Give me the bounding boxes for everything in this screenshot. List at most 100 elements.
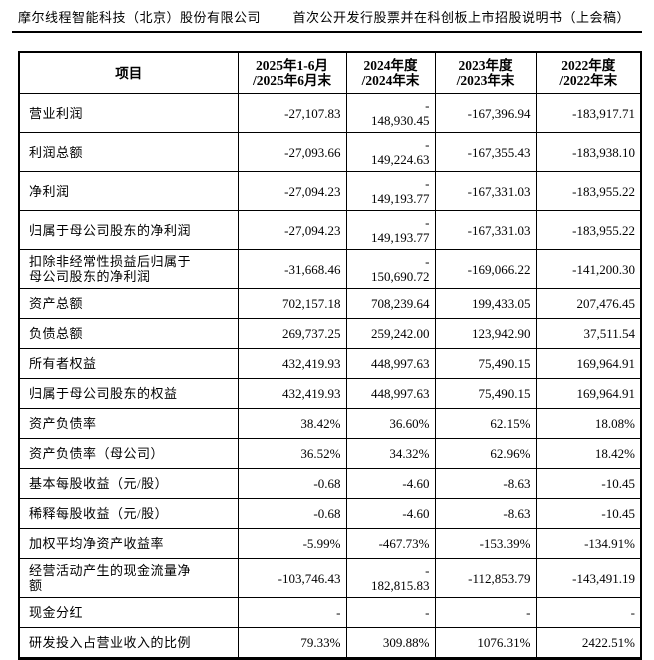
cell-2023: 75,490.15 [434, 378, 537, 409]
header-divider [12, 31, 642, 33]
table-row: 基本每股收益（元/股） -0.68 -4.60 -8.63 -10.45 [18, 468, 642, 499]
cell-2022: 18.08% [535, 408, 642, 439]
row-label: 稀释每股收益（元/股） [18, 498, 239, 529]
cell-2025h1: -103,746.43 [237, 558, 347, 598]
cell-2025h1: - [237, 597, 347, 628]
row-label: 资产负债率 [18, 408, 239, 439]
cell-2024: 36.60% [345, 408, 436, 439]
row-label: 现金分红 [18, 597, 239, 628]
table-row: 利润总额 -27,093.66 - 149,224.63 -167,355.43… [18, 132, 642, 172]
cell-2023: 199,433.05 [434, 288, 537, 319]
cell-2025h1: -27,093.66 [237, 132, 347, 172]
row-label: 负债总额 [18, 318, 239, 349]
cell-2024: - 149,193.77 [345, 210, 436, 250]
cell-2023: 123,942.90 [434, 318, 537, 349]
row-label: 所有者权益 [18, 348, 239, 379]
cell-2024: 309.88% [345, 627, 436, 659]
cell-2022: 169,964.91 [535, 348, 642, 379]
cell-2023: -167,331.03 [434, 171, 537, 211]
cell-2023: 1076.31% [434, 627, 537, 659]
cell-2023: -167,396.94 [434, 93, 537, 133]
cell-2024: 34.32% [345, 438, 436, 469]
cell-2022: - [535, 597, 642, 628]
cell-2024: -467.73% [345, 528, 436, 559]
cell-2024: 259,242.00 [345, 318, 436, 349]
cell-2022: -10.45 [535, 468, 642, 499]
table-row: 营业利润 -27,107.83 - 148,930.45 -167,396.94… [18, 93, 642, 133]
col-header-item: 项目 [18, 51, 239, 94]
cell-2024: - 149,193.77 [345, 171, 436, 211]
cell-2022: -134.91% [535, 528, 642, 559]
cell-2025h1: -27,094.23 [237, 171, 347, 211]
cell-2023: -8.63 [434, 468, 537, 499]
row-label: 归属于母公司股东的权益 [18, 378, 239, 409]
cell-2022: -183,938.10 [535, 132, 642, 172]
cell-2025h1: 432,419.93 [237, 348, 347, 379]
cell-2025h1: 432,419.93 [237, 378, 347, 409]
row-label: 资产总额 [18, 288, 239, 319]
cell-2023: -153.39% [434, 528, 537, 559]
cell-2023: 62.15% [434, 408, 537, 439]
table-row: 研发投入占营业收入的比例 79.33% 309.88% 1076.31% 242… [18, 627, 642, 659]
company-name: 摩尔线程智能科技（北京）股份有限公司 [18, 10, 262, 25]
table-row: 稀释每股收益（元/股） -0.68 -4.60 -8.63 -10.45 [18, 498, 642, 529]
cell-2023: -112,853.79 [434, 558, 537, 598]
col-header-2023: 2023年度 /2023年末 [434, 51, 537, 94]
cell-2023: 62.96% [434, 438, 537, 469]
cell-2025h1: 36.52% [237, 438, 347, 469]
doc-title: 首次公开发行股票并在科创板上市招股说明书（上会稿） [292, 10, 630, 25]
row-label: 归属于母公司股东的净利润 [18, 210, 239, 250]
cell-2023: 75,490.15 [434, 348, 537, 379]
col-header-2025h1: 2025年1-6月 /2025年6月末 [237, 51, 347, 94]
table-row: 归属于母公司股东的权益 432,419.93 448,997.63 75,490… [18, 378, 642, 409]
cell-2022: -183,917.71 [535, 93, 642, 133]
table-row: 加权平均净资产收益率 -5.99% -467.73% -153.39% -134… [18, 528, 642, 559]
cell-2024: 448,997.63 [345, 378, 436, 409]
cell-2025h1: -27,094.23 [237, 210, 347, 250]
table-row: 归属于母公司股东的净利润 -27,094.23 - 149,193.77 -16… [18, 210, 642, 250]
table-row: 所有者权益 432,419.93 448,997.63 75,490.15 16… [18, 348, 642, 379]
cell-2023: -167,355.43 [434, 132, 537, 172]
cell-2023: -169,066.22 [434, 249, 537, 289]
cell-2024: -4.60 [345, 468, 436, 499]
row-label: 经营活动产生的现金流量净 额 [18, 558, 239, 598]
financial-summary-table: 项目 2025年1-6月 /2025年6月末 2024年度 /2024年末 20… [18, 51, 642, 660]
cell-2025h1: -0.68 [237, 498, 347, 529]
cell-2022: -143,491.19 [535, 558, 642, 598]
cell-2022: -183,955.22 [535, 210, 642, 250]
cell-2025h1: 79.33% [237, 627, 347, 659]
cell-2025h1: -5.99% [237, 528, 347, 559]
table-row: 扣除非经常性损益后归属于 母公司股东的净利润 -31,668.46 - 150,… [18, 249, 642, 289]
table-row: 资产负债率 38.42% 36.60% 62.15% 18.08% [18, 408, 642, 439]
cell-2023: - [434, 597, 537, 628]
row-label: 加权平均净资产收益率 [18, 528, 239, 559]
row-label: 基本每股收益（元/股） [18, 468, 239, 499]
cell-2025h1: 38.42% [237, 408, 347, 439]
table-row: 负债总额 269,737.25 259,242.00 123,942.90 37… [18, 318, 642, 349]
cell-2024: - 148,930.45 [345, 93, 436, 133]
row-label: 资产负债率（母公司） [18, 438, 239, 469]
page-header: 摩尔线程智能科技（北京）股份有限公司 首次公开发行股票并在科创板上市招股说明书（… [0, 0, 654, 26]
cell-2024: - 150,690.72 [345, 249, 436, 289]
cell-2022: -141,200.30 [535, 249, 642, 289]
cell-2024: 448,997.63 [345, 348, 436, 379]
table-row: 经营活动产生的现金流量净 额 -103,746.43 - 182,815.83 … [18, 558, 642, 598]
row-label: 研发投入占营业收入的比例 [18, 627, 239, 659]
cell-2024: - 182,815.83 [345, 558, 436, 598]
table-row: 现金分红 - - - - [18, 597, 642, 628]
cell-2022: 169,964.91 [535, 378, 642, 409]
row-label: 净利润 [18, 171, 239, 211]
cell-2022: -183,955.22 [535, 171, 642, 211]
cell-2022: 2422.51% [535, 627, 642, 659]
row-label: 扣除非经常性损益后归属于 母公司股东的净利润 [18, 249, 239, 289]
table-row: 资产总额 702,157.18 708,239.64 199,433.05 20… [18, 288, 642, 319]
cell-2022: -10.45 [535, 498, 642, 529]
cell-2022: 18.42% [535, 438, 642, 469]
col-header-2024: 2024年度 /2024年末 [345, 51, 436, 94]
cell-2024: -4.60 [345, 498, 436, 529]
cell-2022: 207,476.45 [535, 288, 642, 319]
table-header-row: 项目 2025年1-6月 /2025年6月末 2024年度 /2024年末 20… [18, 51, 642, 94]
cell-2024: - 149,224.63 [345, 132, 436, 172]
table-row: 净利润 -27,094.23 - 149,193.77 -167,331.03 … [18, 171, 642, 211]
